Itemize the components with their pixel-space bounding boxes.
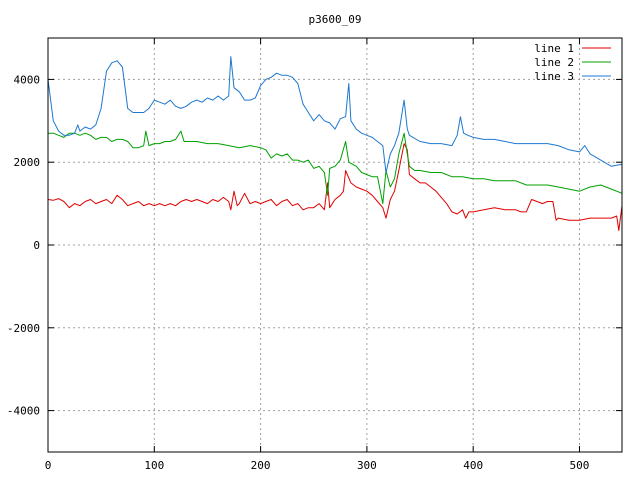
axis-ticks: 0 100 200 300 400 500 -4000 -2000 0 2000 4000 (7, 38, 622, 472)
x-tick-label-4: 400 (463, 459, 483, 472)
x-tick-label-3: 300 (357, 459, 377, 472)
chart-title: p3600_09 (309, 13, 362, 26)
y-tick-label-1: -2000 (7, 322, 40, 335)
series-line-3 (47, 56, 623, 173)
legend-label-3: line 3 (534, 70, 574, 83)
y-tick-label-4: 4000 (14, 73, 41, 86)
series-line-1 (47, 143, 623, 231)
y-tick-label-0: -4000 (7, 405, 40, 418)
y-tick-label-2: 0 (33, 239, 40, 252)
x-tick-label-1: 100 (144, 459, 164, 472)
x-tick-label-2: 200 (251, 459, 271, 472)
series-group (47, 56, 623, 231)
y-tick-label-3: 2000 (14, 156, 41, 169)
x-tick-label-0: 0 (45, 459, 52, 472)
x-tick-label-5: 500 (570, 459, 590, 472)
series-line-2 (48, 130, 623, 205)
grid (48, 38, 622, 452)
legend-label-2: line 2 (534, 56, 574, 69)
legend-label-1: line 1 (534, 42, 574, 55)
